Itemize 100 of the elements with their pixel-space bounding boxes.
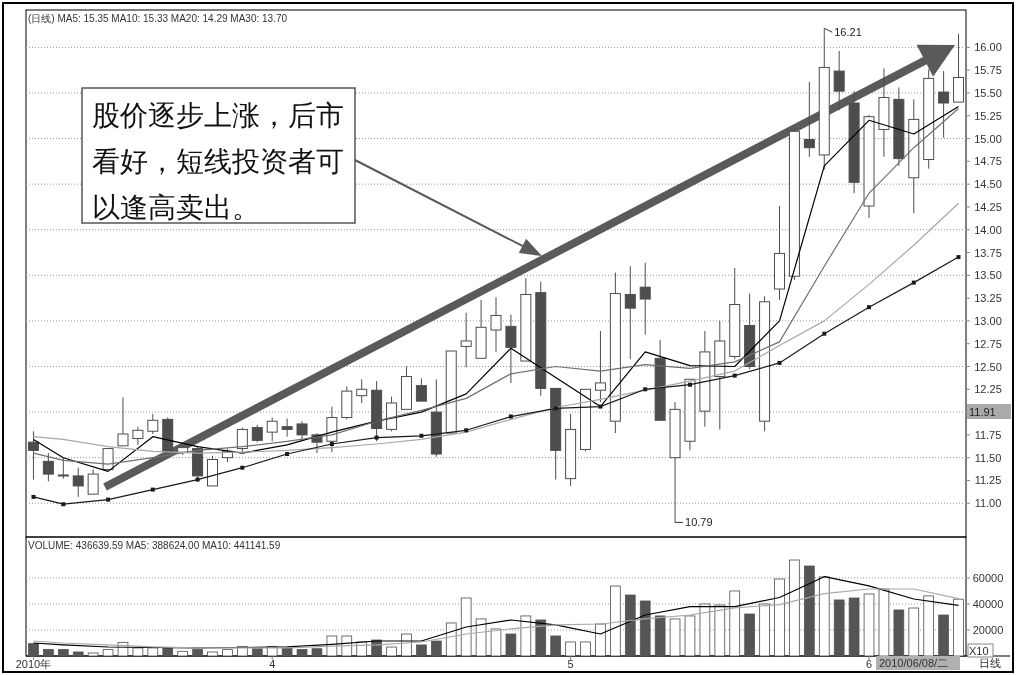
bar (177, 650, 188, 657)
bar (833, 599, 845, 657)
bar (251, 648, 263, 657)
y-tick-label: 12.25 (974, 383, 1002, 396)
point (240, 465, 245, 470)
point (329, 442, 334, 446)
bar (789, 559, 800, 657)
text: 2010/06/08/二 (879, 657, 949, 669)
y-tick-label: 20000 (972, 623, 1004, 636)
annotation: 股价逐步上涨，后市看好，短线投资者可以逢高卖出。 (92, 100, 344, 223)
bar (624, 594, 636, 657)
bar (863, 593, 875, 657)
bar (953, 598, 964, 657)
candlestick (878, 67, 890, 158)
bar (386, 646, 397, 657)
point (61, 502, 66, 507)
text: 11.91 (969, 406, 996, 418)
point (732, 373, 737, 378)
candlestick (475, 299, 487, 359)
bar (848, 597, 860, 657)
bar (296, 648, 308, 657)
bar (759, 603, 770, 657)
chart-title: VOLUME: 436639.59 MA5: 388624.00 MA10: 441141.59 (28, 540, 281, 551)
bar (893, 609, 905, 657)
candlestick (833, 50, 845, 111)
bar (475, 618, 487, 657)
candlestick (520, 277, 532, 362)
candlestick (654, 339, 666, 421)
point (150, 487, 155, 492)
y-tick-label: 15.50 (974, 86, 1002, 99)
point (777, 360, 782, 365)
bar (72, 651, 84, 657)
candlestick (400, 366, 412, 410)
candlestick (773, 205, 785, 301)
y-tick-label: 13.75 (974, 246, 1002, 259)
bar (192, 648, 203, 657)
bar (908, 607, 920, 657)
bar (28, 643, 39, 657)
line-series (32, 588, 960, 649)
bar (610, 585, 621, 657)
candlestick (848, 90, 860, 194)
bar (43, 648, 54, 657)
point (553, 406, 558, 411)
bar (281, 647, 293, 657)
bar (460, 597, 472, 657)
candlestick (863, 114, 875, 219)
x-tick-label: 5 (567, 658, 574, 670)
candlestick (684, 378, 696, 451)
x-tick-label: 2010年 (15, 658, 52, 670)
point (106, 497, 111, 502)
candlestick (117, 397, 129, 447)
y-tick-label: 11.00 (974, 497, 1002, 510)
candlestick (415, 377, 427, 402)
y-tick-label: 13.50 (974, 269, 1002, 282)
chart-title: (日线) MA5: 15.35 MA10: 15.33 MA20: 14.29 MA30: 13.70 (28, 13, 288, 24)
bar (222, 649, 233, 657)
y-tick-label: 15.75 (974, 64, 1002, 77)
candlestick (296, 420, 308, 441)
bar (535, 619, 547, 657)
candlestick (490, 296, 502, 353)
point (464, 428, 469, 433)
y-tick-label: 12.50 (974, 360, 1002, 373)
y-tick-label: 15.25 (974, 109, 1002, 122)
candlestick (460, 312, 472, 368)
candlestick (893, 87, 905, 167)
annotation: 10.79 (685, 516, 713, 529)
point (31, 494, 36, 499)
x-tick-label: 6 (865, 658, 873, 670)
candlestick (132, 426, 144, 446)
bar (699, 603, 711, 657)
bar (804, 565, 815, 657)
candlestick (609, 272, 621, 434)
bar (669, 618, 681, 657)
y-tick-label: 13.25 (974, 292, 1002, 305)
bar (923, 595, 935, 657)
candlestick (624, 265, 636, 360)
text: X10 (969, 645, 989, 657)
bar (595, 623, 606, 657)
bar (550, 635, 562, 657)
bar (430, 640, 442, 657)
bar (565, 641, 576, 657)
candlestick (535, 281, 547, 397)
bar (938, 614, 949, 657)
candlestick (908, 98, 920, 214)
candlestick (639, 262, 651, 336)
point (643, 387, 648, 392)
text: 日线 (979, 657, 1001, 669)
y-tick-label: 60000 (972, 571, 1004, 584)
candlestick (938, 70, 950, 139)
bar (878, 588, 890, 657)
point (688, 382, 692, 387)
bar (207, 651, 218, 657)
bar (520, 615, 532, 657)
point (598, 404, 603, 409)
bar (639, 600, 651, 657)
candlestick (505, 314, 517, 384)
bar (445, 622, 457, 657)
point (956, 255, 961, 260)
bar (87, 652, 99, 657)
bar (714, 604, 726, 657)
